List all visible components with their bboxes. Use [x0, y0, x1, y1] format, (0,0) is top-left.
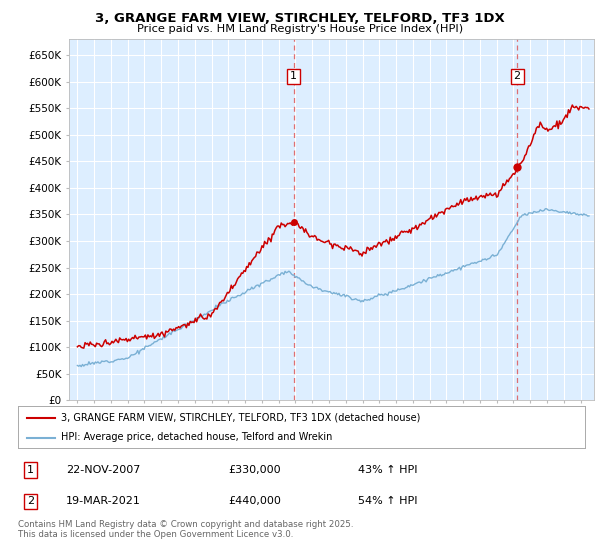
Text: 1: 1 — [290, 71, 297, 81]
Text: 3, GRANGE FARM VIEW, STIRCHLEY, TELFORD, TF3 1DX: 3, GRANGE FARM VIEW, STIRCHLEY, TELFORD,… — [95, 12, 505, 25]
Text: Contains HM Land Registry data © Crown copyright and database right 2025.
This d: Contains HM Land Registry data © Crown c… — [18, 520, 353, 539]
Text: 2: 2 — [514, 71, 521, 81]
Text: Price paid vs. HM Land Registry's House Price Index (HPI): Price paid vs. HM Land Registry's House … — [137, 24, 463, 34]
Text: 1: 1 — [27, 465, 34, 475]
Text: £330,000: £330,000 — [228, 465, 280, 475]
Text: 43% ↑ HPI: 43% ↑ HPI — [358, 465, 418, 475]
Text: 22-NOV-2007: 22-NOV-2007 — [66, 465, 140, 475]
Text: 54% ↑ HPI: 54% ↑ HPI — [358, 496, 418, 506]
Text: 19-MAR-2021: 19-MAR-2021 — [66, 496, 141, 506]
Text: HPI: Average price, detached house, Telford and Wrekin: HPI: Average price, detached house, Telf… — [61, 432, 332, 442]
Text: 3, GRANGE FARM VIEW, STIRCHLEY, TELFORD, TF3 1DX (detached house): 3, GRANGE FARM VIEW, STIRCHLEY, TELFORD,… — [61, 413, 420, 423]
Text: 2: 2 — [27, 496, 34, 506]
Text: £440,000: £440,000 — [228, 496, 281, 506]
